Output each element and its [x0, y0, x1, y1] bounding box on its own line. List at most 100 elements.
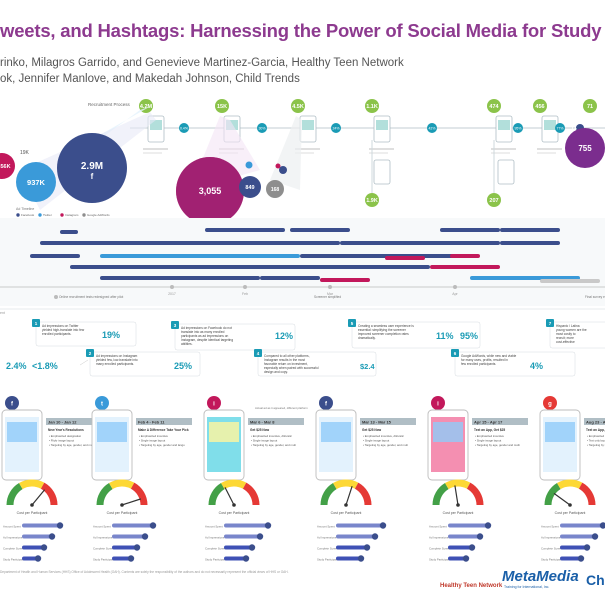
- facebook-icon: [5, 396, 19, 410]
- bubble-value-small: 19K: [20, 150, 30, 156]
- cost-gauge-segment: [578, 482, 596, 506]
- campaign-name: Get $25 Now: [250, 428, 270, 432]
- campaign-name: Make A Difference Take Your Pick: [138, 428, 189, 432]
- process-count-circle: [365, 99, 379, 113]
- insight-card: [549, 321, 605, 349]
- bubble-value: 2.9M: [81, 161, 103, 172]
- process-count: 207: [489, 198, 498, 204]
- cost-label: Cost per Participant: [219, 511, 250, 515]
- campaign-date-bar: [46, 418, 102, 425]
- metric-bar: [336, 523, 383, 528]
- bubble-value: 3,055: [199, 186, 222, 196]
- insight-card: [454, 351, 576, 377]
- timeline-legend-swatch: [38, 213, 42, 217]
- bubble-value: 356K: [0, 164, 11, 170]
- insight-stat: 25%: [174, 361, 192, 371]
- section-label: ent: [0, 311, 5, 315]
- top-stat: <1.8%: [32, 361, 58, 371]
- metric-value-dot: [264, 522, 272, 529]
- campaign-bullet: • Emphasized incentive: [139, 434, 168, 438]
- campaign-bullet: • Single image layout: [363, 439, 389, 443]
- process-pct: 77%: [556, 127, 563, 131]
- insight-card: [89, 351, 201, 377]
- campaign-bullet: • Targeting by keywords, limited tar: [587, 443, 605, 447]
- cost-label: Cost per Participant: [331, 511, 362, 515]
- timeline-legend-label: Twitter: [43, 213, 52, 217]
- insight-number: 6: [454, 351, 457, 356]
- metric-value-dot: [248, 544, 256, 551]
- metric-value-dot: [34, 555, 42, 562]
- metric-bar: [112, 556, 131, 561]
- facebook-icon: [319, 396, 333, 410]
- metric-value-dot: [256, 533, 264, 540]
- campaign-bullet: • Flickr image layout: [49, 439, 74, 443]
- insight-text: Instagram, despite identical targeting: [181, 338, 233, 342]
- metric-label: Study Participants: [205, 558, 228, 562]
- bubble-dot: [279, 166, 287, 174]
- metric-label: Amount Spent: [93, 525, 111, 529]
- process-phone-screen: [498, 120, 510, 130]
- instagram-icon-glyph: i: [213, 402, 215, 408]
- insight-number: 3: [174, 323, 177, 328]
- timeline-bar: [290, 228, 350, 232]
- campaign-name: New Year's Resolutions: [48, 428, 84, 432]
- timeline-legend-label: Instagram: [65, 213, 79, 217]
- insight-number-badge: [86, 349, 94, 357]
- process-final-count: 755: [578, 144, 592, 153]
- facebook-icon-glyph: f: [11, 402, 14, 408]
- process-pct: 30%: [258, 127, 265, 131]
- timeline-note: Final survey end: [585, 295, 605, 299]
- metric-label: Complete Screener: [205, 547, 229, 551]
- timeline-tick-label: Feb: [242, 292, 248, 296]
- bubble-value: 168: [271, 187, 280, 193]
- metric-bar: [22, 556, 38, 561]
- process-final-circle: [565, 128, 605, 168]
- campaign-date-bar: [360, 418, 416, 425]
- cost-label: Cost per Participant: [17, 511, 48, 515]
- insight-text: yielded high-translate into few: [42, 328, 85, 332]
- bubble-facebook-small: [239, 176, 261, 198]
- timeline-tick-label: 2017: [168, 292, 176, 296]
- metric-value-dot: [357, 555, 365, 562]
- logo-metamedia-sub: Training for International, Inc.: [504, 585, 550, 589]
- insight-stat: 95%: [460, 331, 478, 341]
- insight-number: 4: [257, 351, 260, 356]
- process-phone: [373, 159, 391, 185]
- insight-text: dramatically.: [358, 336, 376, 340]
- metric-label: Amount Spent: [429, 525, 447, 529]
- timeline-tick: [328, 285, 332, 289]
- metric-label: Complete Screener: [541, 547, 565, 551]
- facebook-icon: f: [91, 172, 94, 181]
- metric-value-dot: [133, 544, 141, 551]
- bubble-twitter: [16, 162, 56, 202]
- campaign-bullet: • Emphasized incentive, Altruistic: [251, 434, 293, 438]
- insight-text: most costly to: [556, 332, 576, 336]
- insight-text: enrolled participants.: [42, 332, 72, 336]
- cost-gauge-needle: [454, 485, 459, 506]
- bubble-instagram: [0, 153, 15, 179]
- instagram-icon-glyph: i: [437, 402, 439, 408]
- facebook-icon-glyph: f: [325, 402, 328, 408]
- timeline-tick: [243, 285, 247, 289]
- metric-bar: [448, 556, 466, 561]
- campaign-bullet: • Targeting by age, gender, and mult: [251, 443, 296, 447]
- poster-title: weets, and Hashtags: Harnessing the Powe…: [0, 20, 605, 41]
- insight-number-badge: [546, 319, 554, 327]
- metric-label: Study Participants: [541, 558, 564, 562]
- insight-card: [35, 321, 137, 347]
- campaign-bullet: • Emphasized incentive: [587, 434, 605, 438]
- sample-ad-label: Actual ad as it appeared, different plat…: [255, 406, 308, 410]
- timeline-bar: [30, 254, 80, 258]
- logo-child-trends: Chil: [586, 572, 605, 588]
- process-label: Recruitment Process: [88, 102, 131, 107]
- timeline-bar: [260, 276, 320, 280]
- process-pct-circle: [555, 123, 565, 133]
- insight-text: Google AdWords, while new and viable: [461, 354, 516, 358]
- timeline-legend-label: Facebook: [21, 213, 35, 217]
- metric-bar: [560, 545, 587, 550]
- campaign-dates: Aug 23 - Aug 25: [586, 420, 605, 425]
- process-pct-circle: [513, 123, 523, 133]
- cost-gauge-hub: [232, 503, 236, 507]
- metric-bar: [560, 534, 595, 539]
